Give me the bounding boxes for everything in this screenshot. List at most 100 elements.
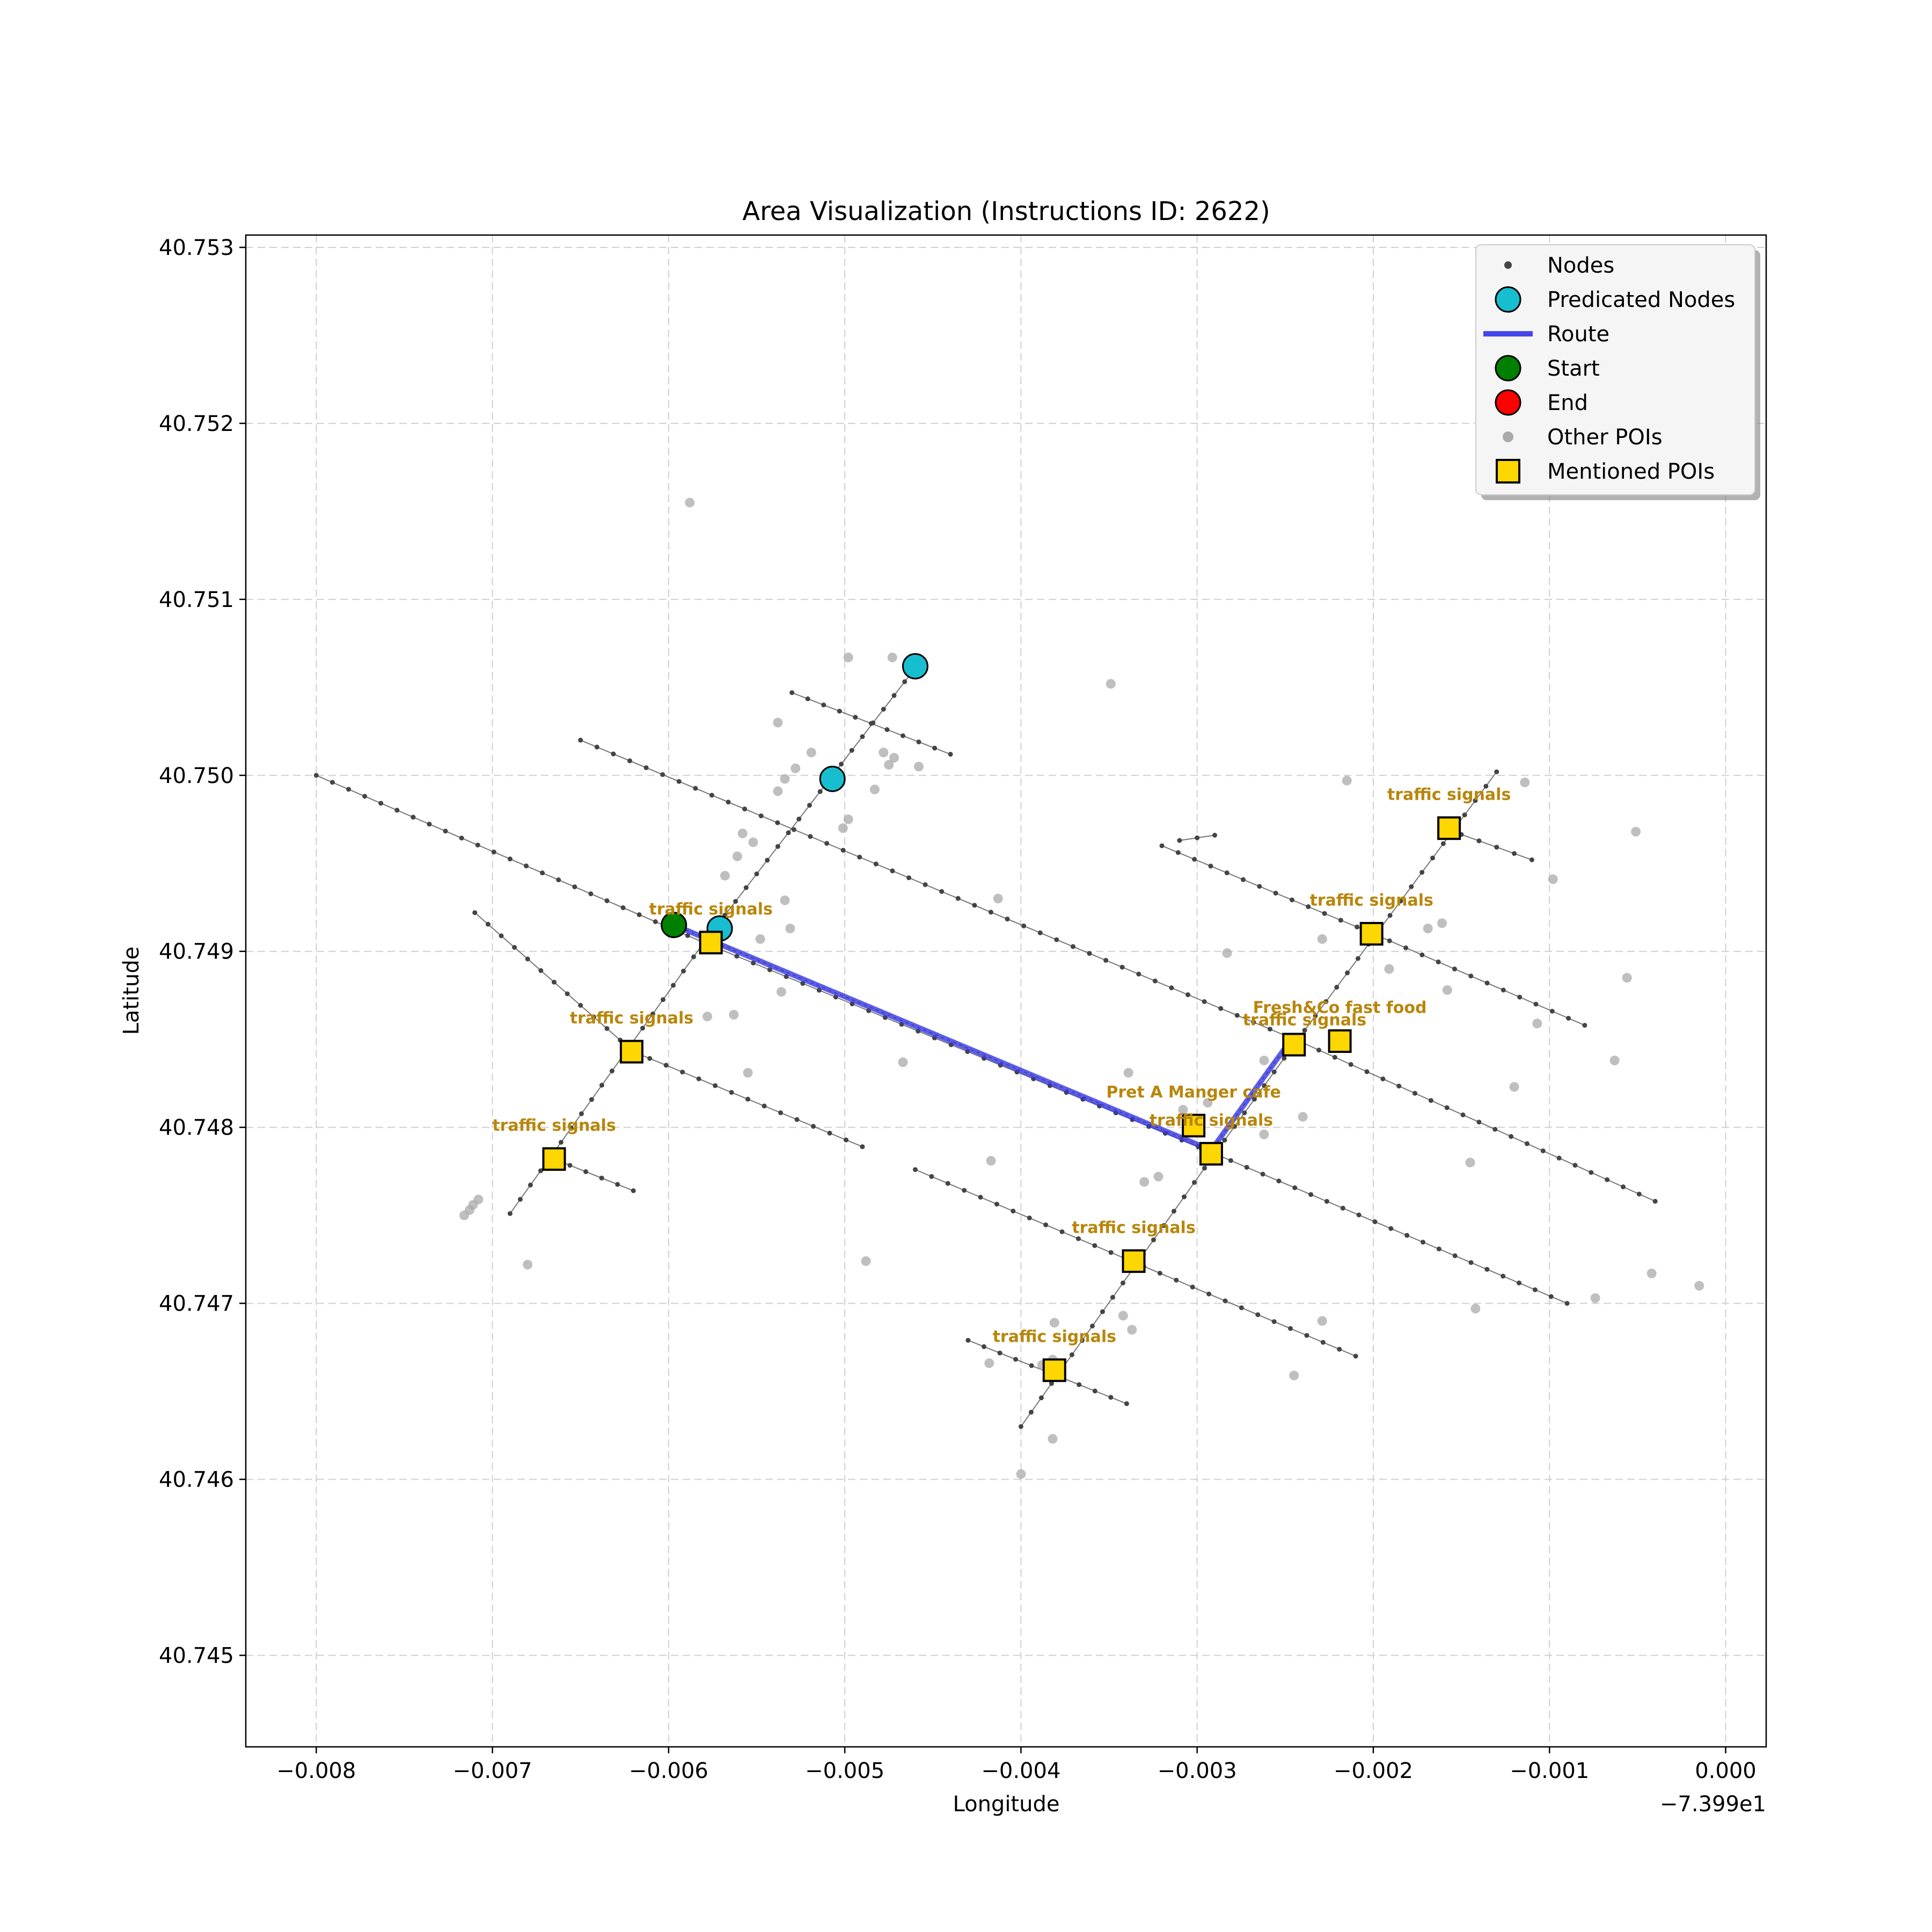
street-node bbox=[948, 751, 953, 757]
street-node bbox=[840, 847, 846, 853]
mentioned-poi-marker bbox=[619, 1040, 643, 1064]
x-axis-ticks: −0.008 −0.007 −0.006 −0.005 −0.004 −0.003 −0.0… bbox=[276, 1747, 1757, 1783]
street-node bbox=[1529, 857, 1534, 862]
street-node bbox=[1509, 1134, 1514, 1139]
street-node bbox=[1273, 890, 1278, 896]
street-node bbox=[1444, 1105, 1450, 1110]
street-node bbox=[775, 844, 780, 849]
street-node bbox=[1494, 769, 1499, 774]
predicated-node-marker bbox=[902, 653, 928, 679]
street-node bbox=[1174, 1277, 1179, 1283]
legend-start-label: Start bbox=[1547, 356, 1600, 381]
street-node bbox=[499, 933, 504, 939]
street-node bbox=[939, 889, 945, 894]
street-node bbox=[1420, 1240, 1425, 1245]
street-node bbox=[599, 1175, 604, 1181]
street-node bbox=[1202, 999, 1207, 1004]
street-node bbox=[1089, 1323, 1095, 1329]
street-node bbox=[1212, 832, 1218, 838]
street-node bbox=[1468, 1260, 1474, 1265]
street-node bbox=[1177, 838, 1182, 843]
street-node bbox=[751, 960, 756, 965]
street-node bbox=[556, 877, 561, 882]
street-node bbox=[962, 1188, 967, 1193]
other-poi-marker bbox=[861, 1256, 871, 1266]
street-node bbox=[1292, 1185, 1298, 1190]
street-node bbox=[1419, 869, 1425, 875]
street-node bbox=[1011, 1209, 1016, 1214]
street-node bbox=[1108, 1395, 1114, 1400]
street-node bbox=[805, 696, 810, 701]
street-node bbox=[1564, 1301, 1570, 1306]
other-poi-marker bbox=[884, 760, 894, 770]
street-node bbox=[507, 857, 513, 862]
street-node bbox=[1208, 863, 1213, 869]
street-node bbox=[1605, 1177, 1610, 1182]
street-node bbox=[906, 875, 912, 881]
street-node bbox=[860, 734, 865, 740]
x-axis-label: Longitude bbox=[953, 1792, 1060, 1817]
other-poi-marker bbox=[869, 785, 880, 795]
street-node bbox=[378, 801, 384, 806]
street-node bbox=[1190, 1284, 1195, 1290]
street-node bbox=[1340, 1205, 1345, 1211]
street-node bbox=[1159, 843, 1165, 848]
other-poi-marker bbox=[748, 837, 758, 847]
street-node bbox=[1512, 851, 1517, 856]
street-node bbox=[1271, 1069, 1277, 1074]
street-node bbox=[1013, 1357, 1019, 1362]
x-tick-label: −0.005 bbox=[805, 1759, 884, 1783]
mentioned-poi-marker bbox=[1182, 1114, 1206, 1138]
street-node bbox=[594, 744, 599, 750]
other-poi-marker bbox=[1317, 934, 1327, 944]
predicated-node-marker bbox=[819, 765, 846, 792]
street-node bbox=[1302, 1028, 1307, 1033]
other-poi-marker bbox=[1509, 1082, 1519, 1092]
other-poi-marker bbox=[806, 748, 816, 758]
legend-box bbox=[1475, 244, 1755, 495]
street-node bbox=[670, 983, 676, 988]
street-node bbox=[1476, 838, 1482, 844]
street-node bbox=[1027, 1215, 1032, 1220]
street-node bbox=[1308, 1192, 1314, 1197]
street-node bbox=[1337, 1346, 1342, 1352]
street-node bbox=[972, 903, 977, 908]
street-node bbox=[394, 808, 400, 813]
poi-label: traffic signals bbox=[1150, 1111, 1273, 1130]
street-segment bbox=[1161, 845, 1374, 934]
street-node bbox=[1409, 884, 1414, 889]
street-node bbox=[1476, 1119, 1482, 1125]
poi-label: Pret A Manger cafe bbox=[1106, 1083, 1281, 1102]
street-node bbox=[1440, 841, 1446, 846]
street-node bbox=[491, 850, 496, 855]
other-poi-marker bbox=[1342, 775, 1352, 786]
other-poi-marker bbox=[1289, 1371, 1299, 1381]
legend-start-marker bbox=[1495, 355, 1521, 382]
street-node bbox=[791, 827, 796, 832]
street-node bbox=[821, 702, 826, 708]
street-node bbox=[1054, 937, 1059, 942]
street-node bbox=[997, 1350, 1002, 1356]
street-node bbox=[778, 1110, 784, 1115]
street-node bbox=[443, 829, 448, 834]
street-node bbox=[1069, 1352, 1074, 1357]
street-node bbox=[1181, 1194, 1187, 1199]
street-node bbox=[1404, 1233, 1410, 1238]
other-poi-marker bbox=[773, 718, 783, 728]
street-node bbox=[1621, 1184, 1626, 1190]
x-tick-label: −0.004 bbox=[981, 1759, 1060, 1783]
street-node bbox=[1161, 1223, 1166, 1228]
street-node bbox=[1348, 1062, 1353, 1067]
street-node bbox=[1234, 1013, 1240, 1018]
street-node bbox=[1492, 1126, 1498, 1132]
street-node bbox=[568, 1125, 574, 1131]
street-node bbox=[691, 954, 697, 960]
street-node bbox=[517, 1197, 523, 1202]
street-node bbox=[796, 816, 802, 822]
poi-label: traffic signals bbox=[649, 900, 772, 919]
street-node bbox=[650, 1011, 655, 1016]
street-node bbox=[507, 1211, 513, 1216]
other-poi-marker bbox=[1470, 1304, 1481, 1314]
y-tick-label: 40.750 bbox=[159, 764, 234, 788]
street-node bbox=[1501, 987, 1506, 993]
